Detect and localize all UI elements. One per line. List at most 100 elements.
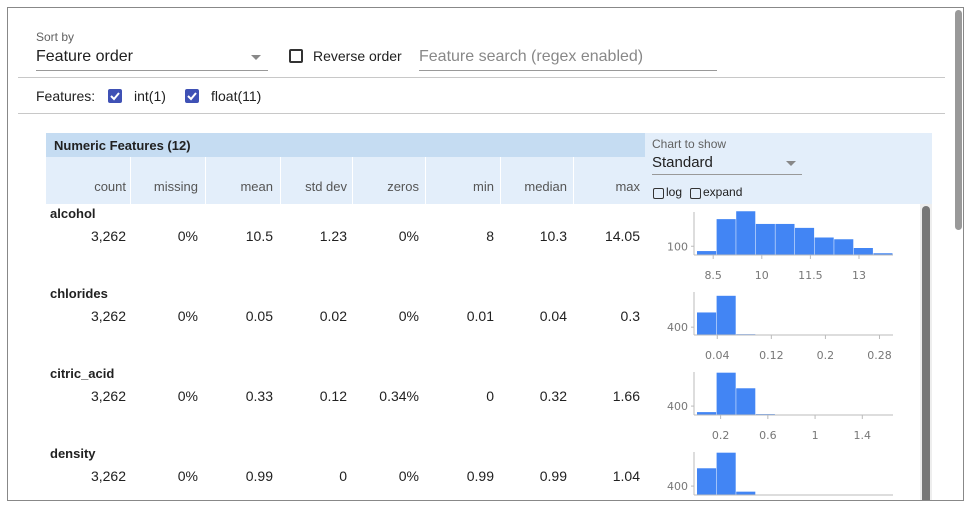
stat-value: 0% (398, 468, 419, 484)
histogram-bar (697, 251, 717, 255)
x-tick-label: 11.5 (798, 269, 823, 282)
feature-checkbox[interactable] (108, 89, 122, 103)
column-header-bar (46, 157, 645, 204)
chart-option-label: log (666, 185, 683, 199)
feature-filter-label: float(11) (211, 88, 262, 104)
search-input[interactable]: Feature search (regex enabled) (419, 48, 717, 71)
sort-label: Sort by (36, 30, 75, 44)
histogram: 100 8.5 10 11.5 13 (667, 211, 893, 282)
stat-value: 1.23 (319, 228, 347, 244)
check-icon (187, 92, 197, 101)
stat-value: 0 (486, 388, 494, 404)
column-header: mean (240, 179, 273, 194)
histogram-bar (775, 223, 795, 255)
feature-checkbox[interactable] (185, 89, 199, 103)
y-tick-label: 400 (667, 321, 688, 334)
stat-value: 0% (177, 468, 198, 484)
features-label: Features: (36, 88, 96, 104)
stat-value: 1.66 (612, 388, 640, 404)
page-scrollbar-thumb[interactable] (955, 10, 962, 230)
stat-value: 0.99 (466, 468, 494, 484)
x-tick-label: 1 (812, 429, 819, 442)
stat-value: 0.99 (245, 468, 273, 484)
chart-panel (645, 133, 932, 204)
histogram: 400 0.2 0.6 1 1.4 (667, 372, 893, 442)
feature-filter-label: int(1) (134, 88, 166, 104)
histogram-bar (736, 491, 756, 495)
histogram-bar (853, 248, 873, 255)
x-tick-label: 0.12 (759, 349, 784, 362)
histogram-bar (697, 312, 717, 335)
chart-option-checkbox[interactable] (653, 188, 664, 199)
column-separator (352, 157, 353, 204)
column-separator (205, 157, 206, 204)
stat-value: 0.05 (245, 308, 273, 324)
histogram-bar (716, 372, 736, 415)
chart-dropdown[interactable]: Standard (652, 154, 802, 175)
stat-value: 3,262 (90, 388, 126, 404)
column-separator (573, 157, 574, 204)
facets-overview: Sort by Feature order Reverse order Feature… (7, 7, 964, 501)
x-tick-label: 0.28 (867, 349, 892, 362)
x-tick-label: 0.2 (712, 429, 730, 442)
x-tick-label: 8.5 (704, 269, 722, 282)
stat-value: 10.3 (539, 228, 567, 244)
column-header: max (615, 179, 640, 194)
column-header: std dev (305, 179, 347, 194)
stat-value: 0.12 (319, 388, 347, 404)
histogram-bar (697, 412, 717, 415)
column-separator (500, 157, 501, 204)
reverse-label: Reverse order (313, 48, 402, 64)
histogram-bar (755, 223, 775, 255)
stat-value: 0% (177, 388, 198, 404)
stat-value: 8 (486, 228, 494, 244)
stat-value: 0.04 (539, 308, 567, 324)
stat-value: 0.3 (620, 308, 640, 324)
table-title: Numeric Features (12) (54, 138, 191, 153)
stat-value: 3,262 (90, 228, 126, 244)
x-tick-label: 0.04 (705, 349, 730, 362)
stat-value: 0.01 (466, 308, 494, 324)
histogram-bar (716, 219, 736, 255)
histogram-bar (873, 253, 893, 255)
column-header: zeros (387, 179, 419, 194)
stat-value: 0 (339, 468, 347, 484)
histogram-bar (736, 388, 756, 415)
feature-name: density (50, 446, 96, 461)
column-separator (280, 157, 281, 204)
column-header: median (524, 179, 567, 194)
x-tick-label: 0.6 (759, 429, 777, 442)
reverse-checkbox[interactable] (289, 49, 303, 63)
feature-name: chlorides (50, 286, 108, 301)
histogram-bar (736, 211, 756, 255)
histogram-bar (814, 237, 834, 255)
feature-name: citric_acid (50, 366, 115, 381)
sort-dropdown[interactable]: Feature order (36, 48, 268, 71)
x-tick-label: 1.4 (854, 429, 872, 442)
stat-value: 3,262 (90, 468, 126, 484)
title-bar (46, 133, 645, 157)
x-tick-label: 0.2 (817, 349, 835, 362)
stat-value: 0.02 (319, 308, 347, 324)
histogram-bar (697, 468, 717, 495)
stat-value: 0.32 (539, 388, 567, 404)
chart-option-checkbox[interactable] (690, 188, 701, 199)
x-tick-label: 13 (852, 269, 866, 282)
stat-value: 0% (398, 228, 419, 244)
column-separator (425, 157, 426, 204)
dropdown-arrow (786, 161, 796, 166)
stat-value: 0.34% (379, 388, 419, 404)
histogram-bar (716, 452, 736, 495)
column-header: count (94, 179, 126, 194)
check-icon (110, 92, 120, 101)
histogram-bar (834, 239, 854, 255)
histogram: 400 0.04 0.12 0.2 0.28 (667, 292, 893, 362)
divider (18, 113, 945, 114)
stat-value: 0% (398, 308, 419, 324)
dropdown-arrow (251, 55, 261, 60)
scrollbar-thumb[interactable] (922, 206, 930, 500)
feature-name: alcohol (50, 206, 96, 221)
stat-value: 0.99 (539, 468, 567, 484)
column-separator (130, 157, 131, 204)
x-tick-label: 10 (755, 269, 769, 282)
